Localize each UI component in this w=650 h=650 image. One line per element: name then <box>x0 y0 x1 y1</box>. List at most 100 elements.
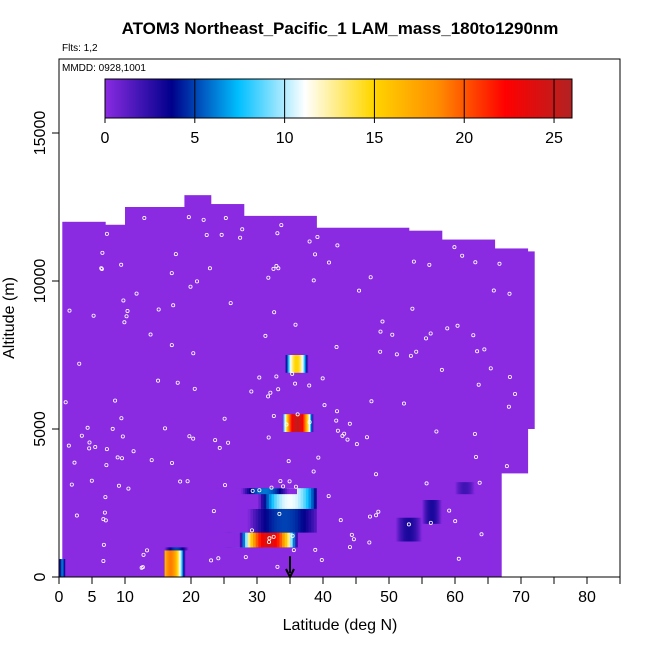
feature-cell <box>201 547 203 551</box>
feature-cell <box>460 482 462 495</box>
sample-point <box>406 522 411 527</box>
feature-cell <box>412 517 414 542</box>
sample-point <box>213 438 218 443</box>
feature-cell <box>266 488 270 495</box>
feature-cell <box>258 488 262 495</box>
sample-point <box>368 275 373 280</box>
feature-cell <box>455 482 457 495</box>
feature-cell <box>287 508 291 533</box>
sample-point <box>482 347 487 352</box>
sample-point <box>473 260 478 265</box>
feature-cell <box>284 488 288 495</box>
feature-cell <box>438 500 440 524</box>
sample-point <box>101 558 106 563</box>
feature-cell <box>187 550 189 577</box>
sample-point <box>169 343 174 348</box>
feature-cell <box>166 547 168 551</box>
feature-cell <box>396 517 398 542</box>
sample-point <box>439 367 444 372</box>
sample-point <box>219 232 224 237</box>
sample-point <box>115 455 120 460</box>
feature-cell <box>169 547 171 551</box>
feature-cell <box>292 488 296 509</box>
sample-point <box>267 539 272 544</box>
feature-cell <box>276 532 280 548</box>
sample-point <box>266 394 271 399</box>
sample-point <box>125 308 130 313</box>
feature-band <box>59 559 66 577</box>
feature-cell <box>199 550 201 577</box>
feature-cell <box>193 550 195 577</box>
feature-cell <box>422 500 424 524</box>
feature-cell <box>441 500 443 524</box>
feature-cell <box>192 547 194 551</box>
sample-point <box>295 412 300 417</box>
feature-cell <box>200 547 202 551</box>
feature-band <box>210 488 317 509</box>
sample-point <box>269 485 274 490</box>
sample-point <box>452 245 457 250</box>
feature-cell <box>169 550 171 577</box>
feature-cell <box>268 488 272 495</box>
y-axis: 0 5000 10000 15000 <box>32 111 59 581</box>
feature-cell <box>227 488 230 495</box>
feature-cell <box>171 550 173 577</box>
sample-point <box>257 488 262 493</box>
sample-point <box>364 435 369 440</box>
feature-cell <box>290 355 293 373</box>
colorbar-tick-label: 0 <box>101 130 110 147</box>
x-tick-label: 80 <box>578 589 596 606</box>
feature-cell <box>406 517 408 542</box>
feature-cell <box>247 488 251 509</box>
sample-point <box>266 275 271 280</box>
sample-point <box>142 216 147 221</box>
sample-point <box>67 308 72 313</box>
feature-cell <box>284 532 288 548</box>
sample-point <box>319 558 324 563</box>
sample-point <box>313 547 318 552</box>
feature-cell <box>188 547 190 551</box>
feature-band <box>217 488 297 495</box>
sample-point <box>369 399 374 404</box>
sample-point <box>394 352 399 357</box>
sample-point <box>119 416 124 421</box>
sample-point <box>320 376 325 381</box>
feature-cell <box>250 488 254 509</box>
sample-point <box>209 558 214 563</box>
feature-band <box>283 355 317 373</box>
feature-band <box>164 547 205 551</box>
feature-cell <box>229 488 232 495</box>
feature-cell <box>247 508 251 533</box>
feature-cell <box>176 550 178 577</box>
sample-point <box>479 532 484 537</box>
feature-cell <box>253 488 257 509</box>
x-tick-label: 10 <box>116 589 134 606</box>
feature-cell <box>190 550 192 577</box>
feature-cell <box>206 532 209 548</box>
sample-point <box>513 392 518 397</box>
sample-point <box>401 401 406 406</box>
sample-point <box>185 479 190 484</box>
feature-cell <box>231 488 234 495</box>
feature-cell <box>308 508 312 533</box>
feature-cell <box>168 547 170 551</box>
feature-cell <box>292 488 296 495</box>
sample-point <box>121 298 126 303</box>
feature-cell <box>182 550 184 577</box>
feature-cell <box>260 532 264 548</box>
feature-cell <box>469 482 471 495</box>
sample-point <box>223 216 228 221</box>
feature-cell <box>308 532 312 548</box>
feature-cell <box>460 482 462 495</box>
feature-cell <box>398 517 400 542</box>
feature-cell <box>433 500 435 524</box>
sample-point <box>293 484 298 489</box>
colorbar-tick-label: 25 <box>545 130 563 147</box>
sample-point <box>447 508 452 513</box>
feature-cell <box>170 550 172 577</box>
feature-cell <box>175 550 177 577</box>
sample-point <box>408 353 413 358</box>
sample-point <box>122 320 127 325</box>
sample-point <box>307 239 312 244</box>
feature-cell <box>328 414 330 432</box>
